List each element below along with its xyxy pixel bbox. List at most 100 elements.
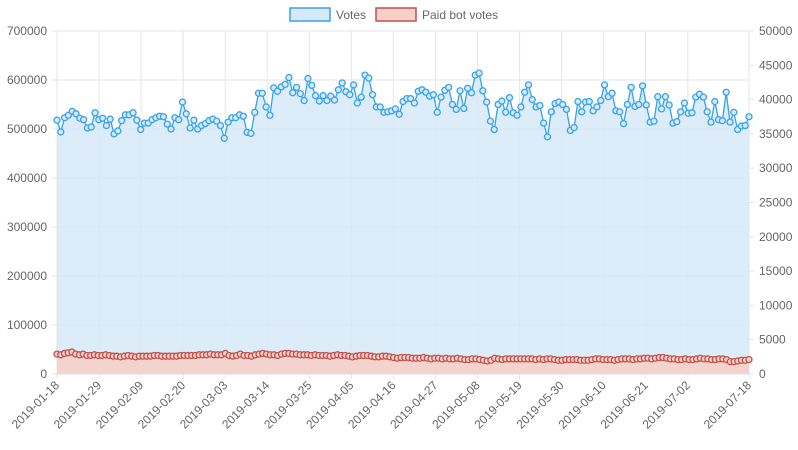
data-point[interactable] [673, 118, 681, 126]
data-point[interactable] [266, 111, 274, 119]
data-point[interactable] [482, 98, 491, 106]
legend-item-paid-bot-votes[interactable]: Paid bot votes [375, 7, 498, 22]
data-point[interactable] [635, 100, 643, 109]
data-point[interactable] [524, 81, 533, 89]
data-point[interactable] [117, 117, 126, 125]
data-point[interactable] [247, 129, 255, 138]
data-point[interactable] [330, 96, 339, 104]
data-point[interactable] [444, 83, 453, 91]
data-point[interactable] [368, 91, 377, 99]
data-point[interactable] [213, 117, 221, 125]
data-point[interactable] [292, 83, 301, 91]
data-point[interactable] [650, 117, 658, 125]
data-point[interactable] [186, 124, 194, 132]
data-point[interactable] [289, 89, 297, 97]
data-point[interactable] [79, 116, 88, 124]
data-point[interactable] [376, 103, 384, 111]
data-point[interactable] [665, 101, 673, 109]
data-point[interactable] [619, 119, 628, 128]
data-point[interactable] [562, 105, 571, 114]
data-point[interactable] [365, 74, 373, 82]
data-point[interactable] [597, 96, 605, 105]
data-point[interactable] [707, 118, 715, 126]
data-point[interactable] [505, 93, 514, 102]
data-point[interactable] [308, 81, 316, 90]
data-point[interactable] [486, 117, 495, 125]
data-point[interactable] [574, 97, 582, 106]
data-point[interactable] [334, 86, 343, 94]
data-point[interactable] [460, 104, 468, 113]
data-point[interactable] [91, 109, 99, 117]
data-point[interactable] [410, 99, 419, 107]
data-point[interactable] [452, 105, 460, 114]
data-point[interactable] [608, 89, 616, 97]
data-point[interactable] [395, 110, 403, 118]
data-point[interactable] [349, 81, 358, 89]
data-point[interactable] [623, 100, 631, 109]
data-point[interactable] [745, 113, 753, 121]
data-point[interactable] [463, 84, 472, 92]
data-point[interactable] [437, 93, 445, 101]
data-point[interactable] [547, 108, 555, 116]
data-point[interactable] [281, 80, 289, 89]
data-point[interactable] [262, 103, 270, 111]
data-point[interactable] [296, 90, 304, 98]
data-point[interactable] [654, 93, 662, 101]
data-point[interactable] [467, 89, 476, 97]
data-point[interactable] [517, 103, 525, 111]
data-point[interactable] [570, 123, 578, 132]
data-point[interactable] [502, 108, 510, 116]
data-point[interactable] [699, 93, 708, 101]
data-point[interactable] [578, 108, 586, 116]
data-point[interactable] [102, 121, 111, 130]
data-point[interactable] [136, 125, 145, 134]
data-point[interactable] [220, 134, 228, 142]
data-point[interactable] [703, 108, 711, 116]
data-point[interactable] [616, 108, 624, 116]
data-point[interactable] [540, 119, 548, 127]
data-point[interactable] [239, 112, 247, 120]
data-point[interactable] [433, 108, 441, 116]
data-point[interactable] [543, 133, 552, 141]
data-point[interactable] [273, 87, 282, 95]
data-point[interactable] [718, 117, 727, 125]
data-point[interactable] [224, 118, 232, 126]
data-point[interactable] [600, 81, 609, 89]
data-point[interactable] [133, 116, 141, 124]
data-point[interactable] [406, 94, 415, 103]
data-point[interactable] [722, 88, 730, 96]
data-point[interactable] [98, 114, 107, 122]
data-point[interactable] [730, 108, 738, 116]
data-point[interactable] [726, 118, 734, 126]
data-point[interactable] [285, 73, 293, 82]
data-point[interactable] [536, 101, 544, 110]
data-point[interactable] [429, 91, 438, 99]
data-point[interactable] [528, 95, 536, 104]
data-point[interactable] [661, 93, 670, 101]
data-point[interactable] [190, 116, 198, 124]
data-point[interactable] [559, 100, 567, 109]
data-point[interactable] [745, 355, 753, 364]
data-point[interactable] [159, 113, 168, 121]
data-point[interactable] [114, 127, 122, 135]
data-point[interactable] [106, 115, 114, 123]
data-point[interactable] [216, 121, 225, 130]
data-point[interactable] [182, 110, 190, 118]
data-point[interactable] [448, 100, 457, 109]
data-point[interactable] [319, 92, 327, 100]
data-point[interactable] [311, 92, 320, 100]
data-point[interactable] [175, 116, 183, 124]
data-point[interactable] [585, 97, 593, 106]
data-point[interactable] [479, 87, 487, 95]
data-point[interactable] [475, 69, 483, 77]
data-point[interactable] [315, 97, 324, 105]
data-point[interactable] [129, 109, 137, 117]
data-point[interactable] [490, 125, 498, 134]
data-point[interactable] [251, 108, 259, 116]
data-point[interactable] [627, 83, 635, 91]
data-point[interactable] [57, 128, 65, 136]
data-point[interactable] [167, 125, 175, 133]
data-point[interactable] [87, 123, 95, 131]
data-point[interactable] [638, 82, 647, 90]
data-point[interactable] [178, 98, 187, 106]
